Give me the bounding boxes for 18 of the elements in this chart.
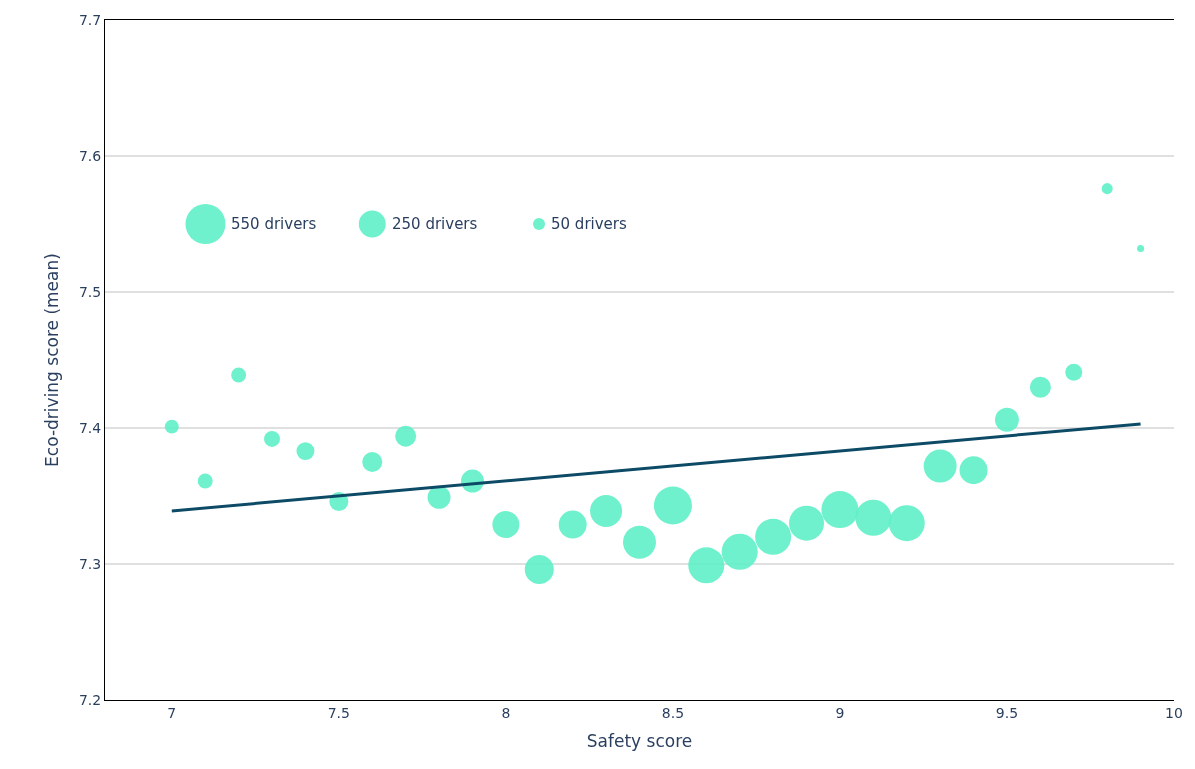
legend-label: 50 drivers <box>551 215 627 233</box>
x-tick-label: 10 <box>1165 704 1183 721</box>
x-axis-title: Safety score <box>586 731 693 752</box>
y-tick-label: 7.7 <box>78 11 102 28</box>
y-axis-title: Eco-driving score (mean) <box>42 253 63 467</box>
y-tick-label: 7.2 <box>78 691 102 708</box>
legend-label: 250 drivers <box>392 215 478 233</box>
x-tick-label: 7 <box>167 704 177 721</box>
x-tick-label: 8 <box>501 704 511 721</box>
x-tick-label: 9 <box>835 704 845 721</box>
y-tick-label: 7.6 <box>78 147 102 164</box>
x-tick-label: 8.5 <box>661 704 685 721</box>
x-tick-label: 9.5 <box>995 704 1019 721</box>
legend-label: 550 drivers <box>231 215 317 233</box>
x-tick-label: 7.5 <box>327 704 350 721</box>
y-tick-label: 7.5 <box>78 283 102 300</box>
y-tick-label: 7.3 <box>78 555 102 572</box>
y-tick-label: 7.4 <box>78 419 102 436</box>
